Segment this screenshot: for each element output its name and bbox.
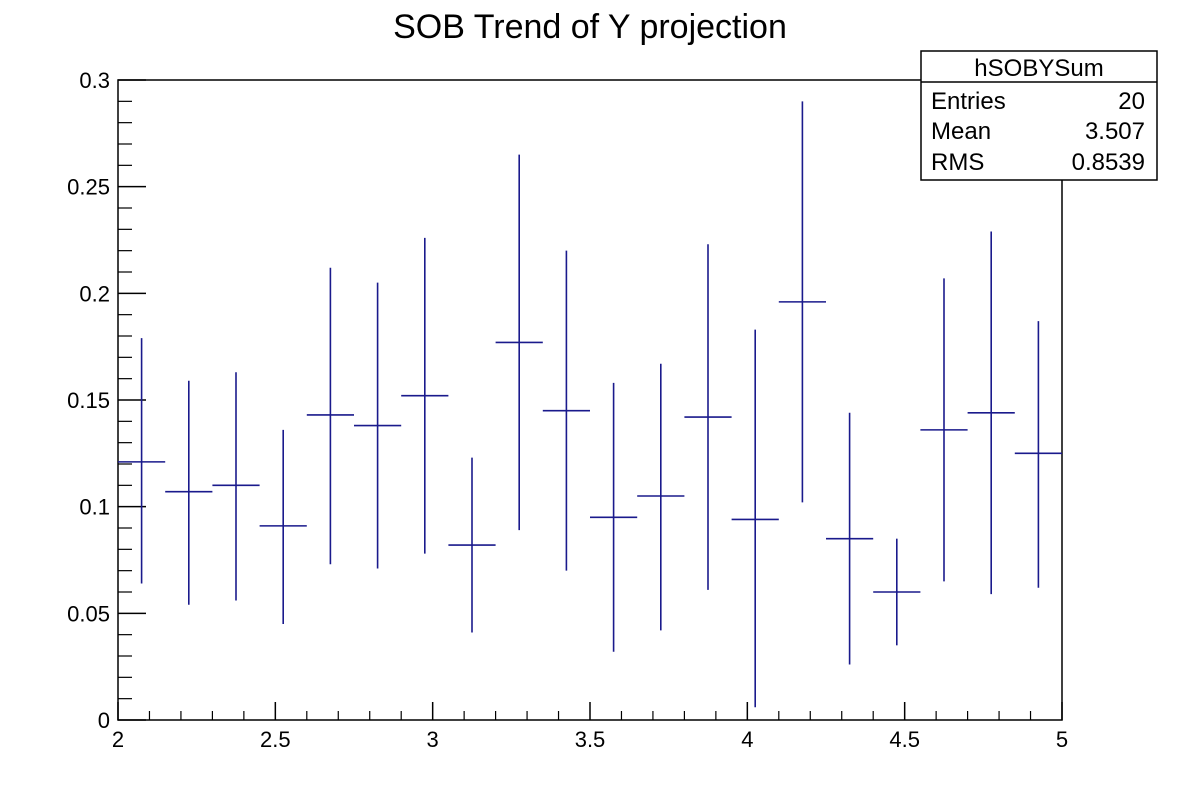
data-point — [495, 154, 543, 531]
chart-title: SOB Trend of Y projection — [393, 8, 787, 46]
data-points — [118, 101, 1062, 708]
stats-entries-value: 20 — [1118, 88, 1145, 115]
data-point — [920, 278, 968, 582]
data-point — [684, 244, 732, 590]
x-tick-label: 3 — [427, 727, 439, 752]
x-tick-label: 2 — [112, 727, 124, 752]
data-point — [590, 382, 638, 652]
x-tick-label: 5 — [1056, 727, 1068, 752]
data-point — [731, 329, 779, 708]
data-point — [542, 250, 590, 571]
stats-box-frame — [920, 50, 1158, 181]
stats-mean-value: 3.507 — [1085, 118, 1145, 145]
data-point — [165, 380, 213, 605]
y-tick-label: 0.1 — [79, 495, 110, 520]
axes: 2 2.5 3 3.5 4 4.5 5 0 0.05 0.1 0.15 0.2 0.25 0.3 — [67, 68, 1068, 752]
data-point — [778, 101, 826, 503]
stats-rms-label: RMS — [931, 149, 984, 176]
y-tick-label: 0.15 — [67, 388, 110, 413]
data-point — [873, 538, 921, 646]
x-tick-label: 3.5 — [575, 727, 606, 752]
y-tick-label: 0.25 — [67, 175, 110, 200]
stats-box: hSOBYSum Entries 20 Mean 3.507 RMS 0.853… — [920, 50, 1158, 181]
y-tick-label: 0.05 — [67, 601, 110, 626]
data-point — [826, 412, 874, 665]
y-tick-label: 0.2 — [79, 281, 110, 306]
stats-box-title: hSOBYSum — [974, 55, 1103, 82]
data-point — [1014, 321, 1062, 588]
y-tick-label: 0 — [98, 708, 110, 733]
data-point — [118, 338, 166, 584]
data-point — [306, 267, 354, 565]
data-point — [212, 372, 260, 601]
x-tick-label: 4.5 — [889, 727, 920, 752]
x-tick-label: 4 — [741, 727, 753, 752]
data-point — [401, 237, 449, 554]
y-tick-label: 0.3 — [79, 68, 110, 93]
data-point — [259, 429, 307, 624]
x-tick-label: 2.5 — [260, 727, 291, 752]
data-point — [354, 282, 402, 569]
data-point — [637, 363, 685, 631]
stats-rms-value: 0.8539 — [1072, 149, 1145, 176]
data-point — [448, 457, 496, 633]
data-point — [967, 231, 1015, 595]
stats-mean-label: Mean — [931, 118, 991, 145]
stats-entries-label: Entries — [931, 88, 1006, 115]
